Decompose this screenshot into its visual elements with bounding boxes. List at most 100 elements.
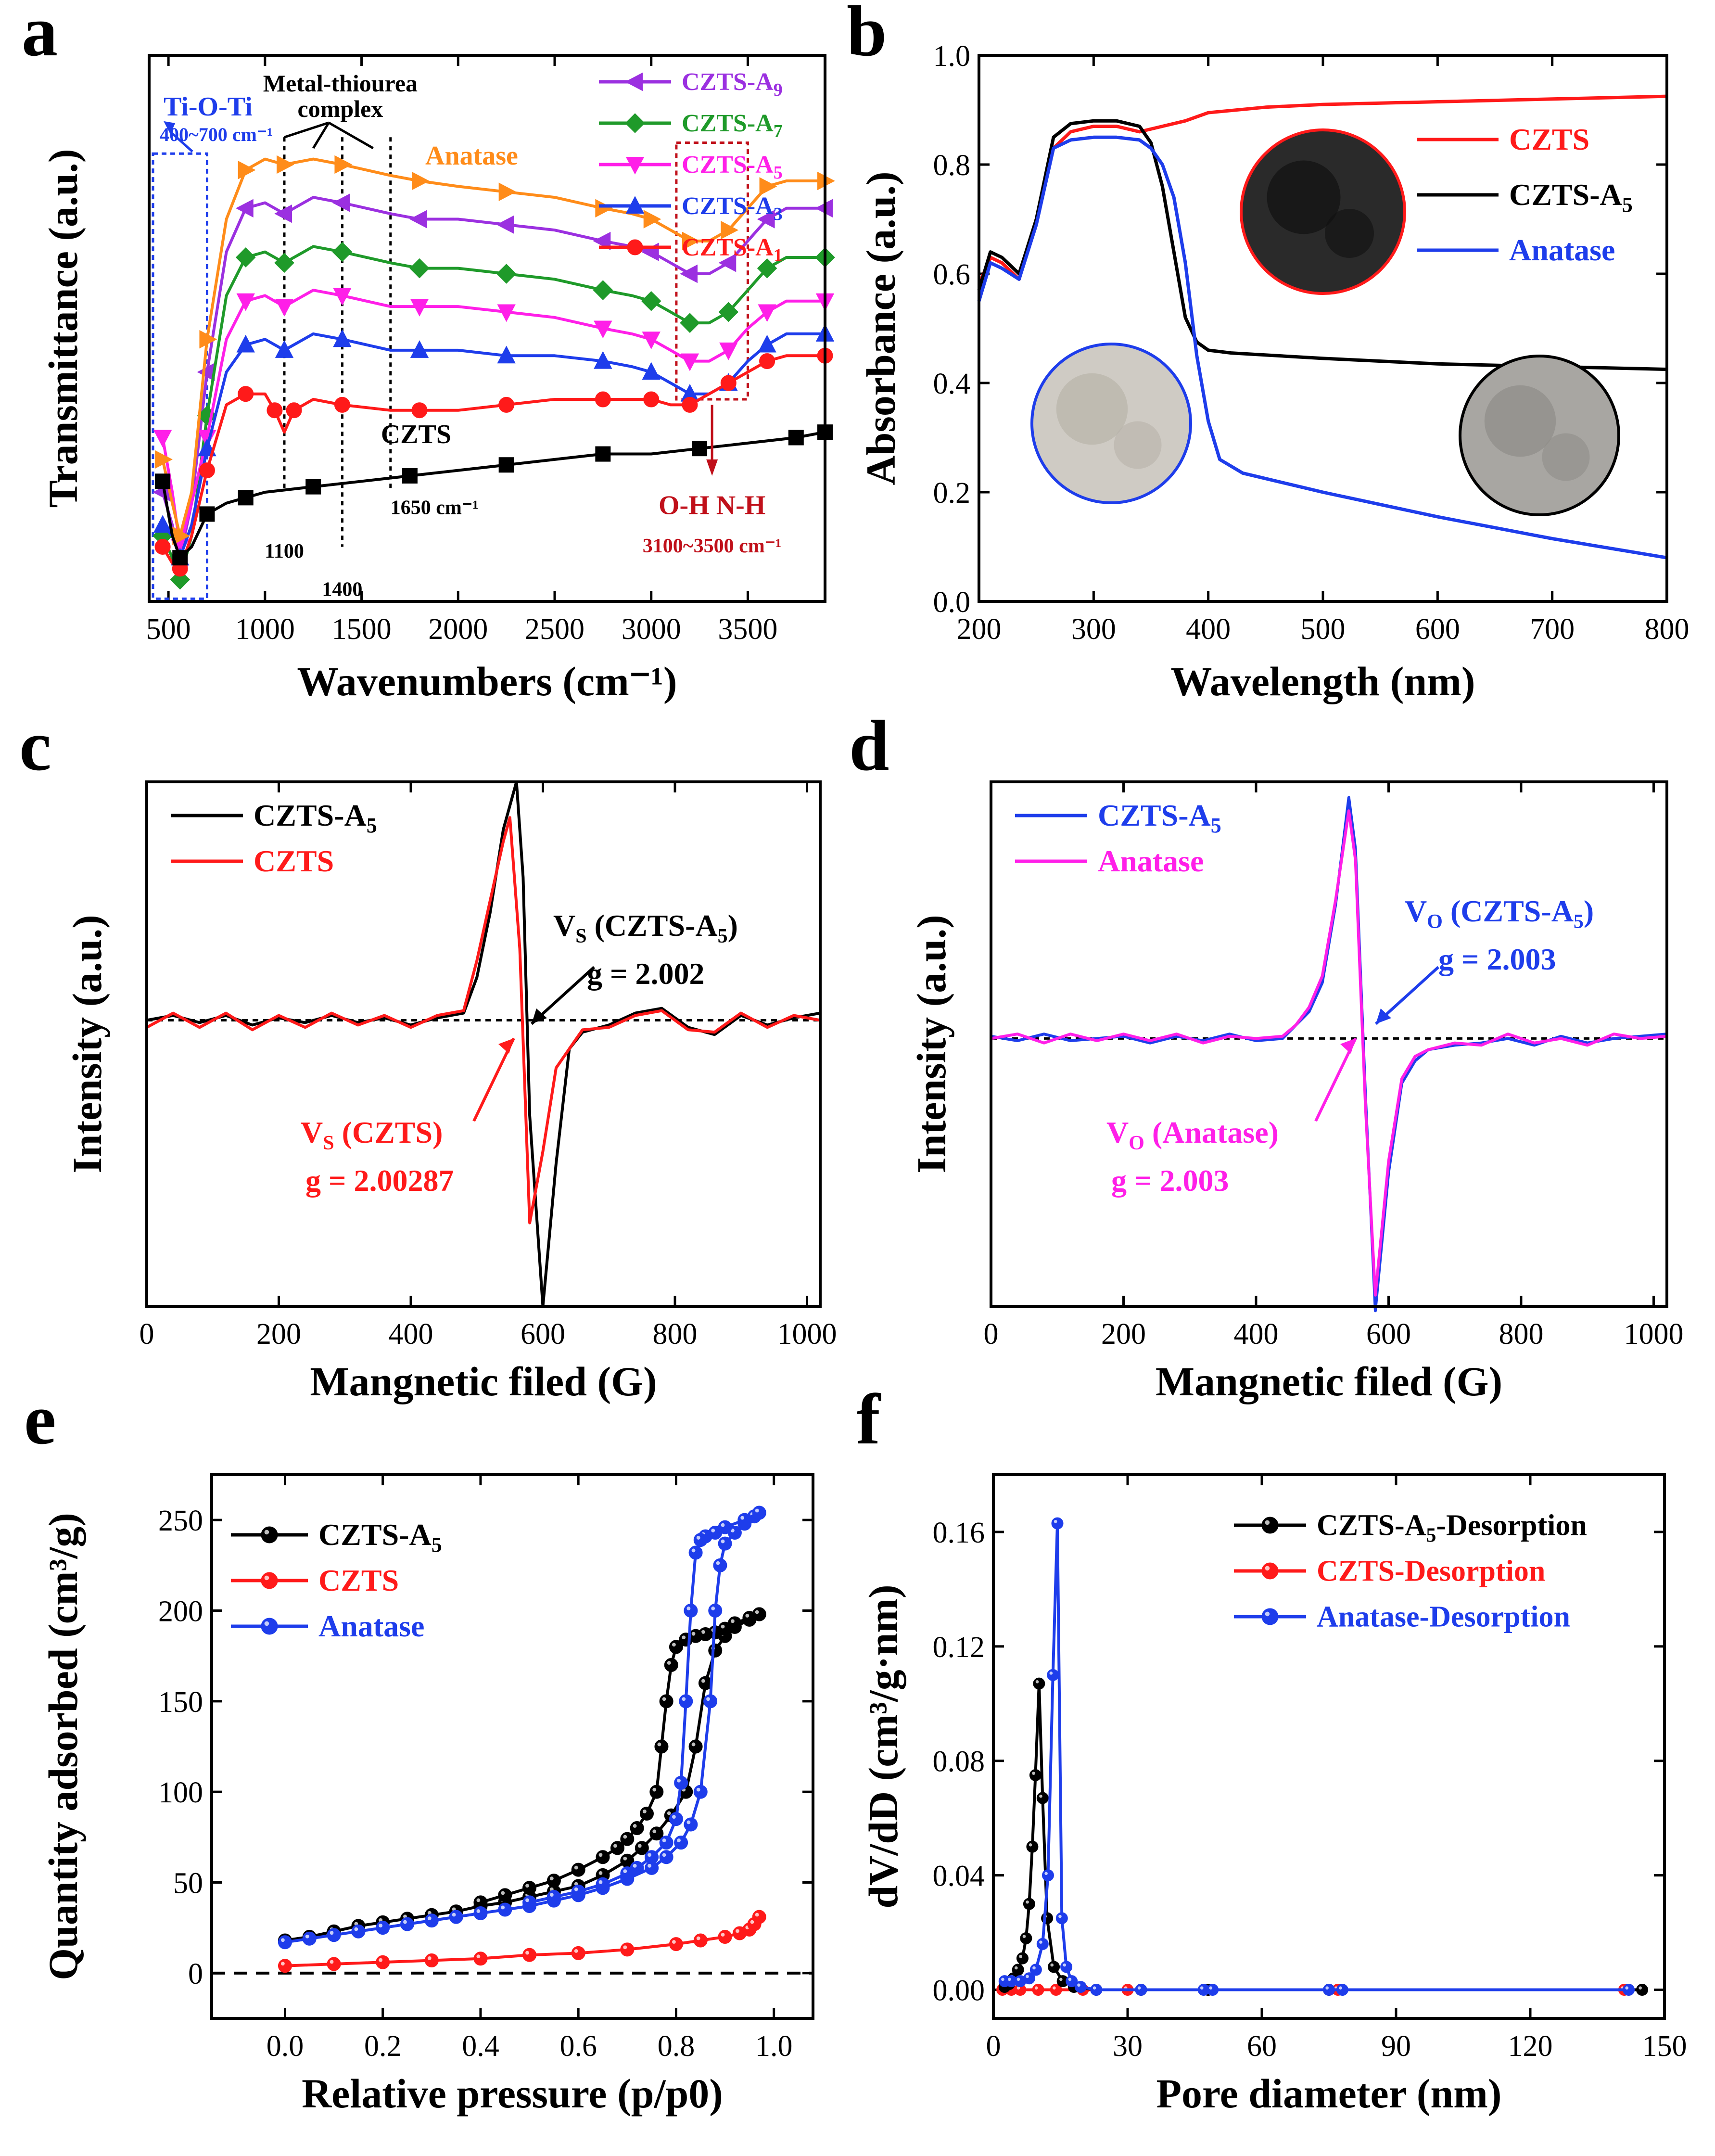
data-point-highlight — [1015, 1966, 1018, 1970]
x-tick-label: 400 — [1186, 613, 1231, 646]
data-point — [546, 1890, 561, 1904]
data-point — [376, 1955, 390, 1969]
legend-subscript: 5 — [432, 1533, 442, 1556]
metal-arrow — [284, 121, 330, 139]
data-point-highlight — [730, 1529, 735, 1532]
data-point — [473, 1906, 488, 1921]
data-point — [1135, 1984, 1147, 1996]
y-axis-label: Intensity (a.u.) — [64, 915, 110, 1174]
data-point — [593, 280, 613, 300]
tio-arrow — [169, 131, 193, 153]
data-point — [720, 375, 737, 391]
series-CZTS-A₅ (adsorption) — [278, 1607, 766, 1948]
legend-label: CZTS-A5-Desorption — [1317, 1509, 1587, 1546]
sample-photo-shade — [1542, 433, 1590, 481]
data-point-highlight — [305, 1934, 309, 1939]
data-point-highlight — [711, 1607, 715, 1610]
panel-a: a 500 1000 1500 2000 2500 3000 3500 Wavenumbers … — [22, 0, 835, 704]
tio-range: 400~700 cm⁻¹ — [160, 124, 273, 145]
bottom-g-value: g = 2.00287 — [305, 1163, 454, 1198]
data-point — [172, 526, 191, 545]
data-point-highlight — [1059, 1977, 1063, 1981]
data-point-highlight — [662, 1838, 666, 1842]
data-point — [410, 299, 429, 317]
data-point — [498, 182, 517, 201]
y-tick-label: 0.00 — [933, 1975, 985, 2007]
data-point — [522, 1948, 537, 1962]
legend-label: Anatase — [1098, 844, 1204, 878]
data-point-highlight — [1639, 1986, 1642, 1990]
data-point — [620, 1942, 635, 1957]
bottom-defect-label-v: V — [1106, 1115, 1129, 1149]
data-point — [718, 302, 739, 322]
data-point — [641, 242, 659, 261]
data-point — [679, 1694, 693, 1709]
top-defect-label-tail2: ) — [1584, 894, 1594, 928]
x-tick-label: 600 — [1415, 613, 1460, 646]
data-point — [274, 204, 292, 223]
data-point — [498, 1888, 512, 1902]
data-point-highlight — [677, 1838, 681, 1842]
series-line — [1004, 1522, 1629, 1991]
data-point — [333, 288, 352, 306]
label-1100: 1100 — [265, 540, 304, 562]
data-point — [625, 113, 645, 133]
data-point — [275, 299, 294, 317]
panel-letter: f — [856, 1379, 881, 1459]
data-point-highlight — [716, 1561, 720, 1565]
data-point-highlight — [623, 1869, 627, 1874]
data-point — [625, 157, 645, 175]
x-tick-label: 0.6 — [559, 2030, 597, 2063]
data-point-highlight — [721, 1624, 725, 1629]
axes-frame — [992, 1473, 1666, 2020]
data-point — [236, 334, 255, 353]
data-point-highlight — [696, 1787, 700, 1792]
legend: CZTS-A5 Anatase — [1015, 798, 1221, 878]
data-point-highlight — [662, 1853, 666, 1857]
data-point-highlight — [1032, 1772, 1035, 1775]
data-point — [627, 239, 643, 255]
data-point — [497, 345, 516, 364]
data-point-highlight — [427, 1956, 432, 1960]
data-point-highlight — [1035, 1680, 1039, 1684]
data-point — [1047, 1669, 1059, 1681]
legend-label: CZTS-A7 — [682, 110, 783, 141]
legend-label: CZTS-A5 — [254, 798, 377, 837]
x-tick-label: 0 — [986, 2030, 1001, 2063]
x-tick-label: 600 — [1366, 1318, 1411, 1351]
bottom-arrowhead — [498, 1038, 514, 1054]
legend-label: CZTS — [254, 844, 334, 878]
top-arrowhead — [1376, 1008, 1391, 1024]
x-tick-label: 0 — [140, 1318, 154, 1351]
data-point — [639, 1806, 654, 1821]
data-point — [688, 1739, 703, 1754]
data-point-highlight — [501, 1891, 505, 1895]
data-point — [327, 1957, 341, 1971]
data-point — [277, 155, 294, 174]
x-axis-label: Relative pressure (p/p0) — [302, 2070, 723, 2117]
y-tick-label: 0.16 — [933, 1517, 985, 1549]
data-point — [410, 340, 429, 358]
axes-frame — [990, 780, 1668, 1308]
legend-label: CZTS-A3 — [682, 192, 783, 224]
bottom-g-value: g = 2.003 — [1111, 1163, 1229, 1198]
data-point — [1261, 1562, 1279, 1580]
y-tick-label: 0.04 — [933, 1860, 985, 1893]
data-point — [238, 161, 256, 179]
x-tick-label: 3000 — [622, 613, 681, 646]
data-point — [721, 221, 739, 240]
data-point — [649, 1826, 664, 1841]
data-point-highlight — [354, 1927, 358, 1931]
data-point — [546, 1874, 561, 1888]
legend: CZTS-A9 CZTS-A7 CZTS-A5 CZTS-A3 CZTS-A1 — [599, 68, 783, 266]
data-point — [1636, 1984, 1648, 1996]
data-point — [788, 430, 804, 446]
x-tick-label: 0.8 — [658, 2030, 695, 2063]
top-defect-label: VS (CZTS-A5) — [553, 908, 738, 947]
data-point-highlight — [652, 1829, 657, 1834]
data-point — [261, 1572, 278, 1589]
series-Anatase-Desorption — [998, 1517, 1635, 1996]
data-point — [199, 506, 215, 522]
data-point — [1032, 1984, 1044, 1996]
data-point — [641, 291, 661, 311]
